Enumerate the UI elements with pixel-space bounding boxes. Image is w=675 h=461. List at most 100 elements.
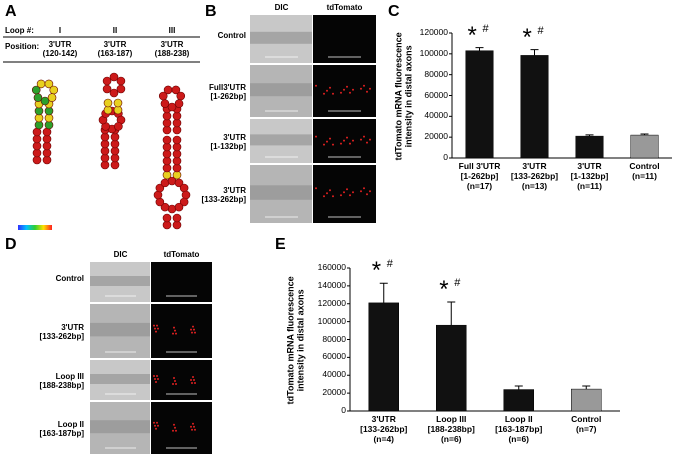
loop-position: 3'UTR (188-238) xyxy=(154,40,190,59)
signal-dot xyxy=(192,325,194,328)
signal-dot xyxy=(174,329,176,332)
axon-band xyxy=(90,276,150,286)
fluorescence-image xyxy=(313,15,376,63)
row-label: Control xyxy=(55,274,84,283)
signal-dot xyxy=(153,421,155,424)
nucleotide xyxy=(44,79,54,89)
loop-number: III xyxy=(168,26,176,35)
signal-dot xyxy=(191,382,193,384)
nucleotide xyxy=(167,204,177,214)
signal-dot xyxy=(323,195,325,198)
row-label: Loop III [188-238bp] xyxy=(39,372,84,391)
signal-dot xyxy=(332,143,334,146)
row-label: 3'UTR [1-132bp] xyxy=(210,133,246,152)
nucleotide xyxy=(174,202,184,212)
signal-dot xyxy=(194,382,196,384)
signal-dot xyxy=(369,87,371,90)
signal-dot xyxy=(173,326,175,329)
y-tick-label: 20000 xyxy=(424,131,448,142)
signal-dot xyxy=(154,327,156,330)
significance-hash: # xyxy=(482,22,489,35)
signal-dot xyxy=(190,425,192,428)
signal-dot xyxy=(323,143,325,146)
signal-dot xyxy=(175,429,177,432)
signal-dot xyxy=(154,424,156,427)
row-header: Loop #: xyxy=(5,26,34,35)
signal-dot xyxy=(369,190,371,193)
signal-dot xyxy=(329,86,331,89)
panel-label: B xyxy=(205,3,217,20)
signal-dot xyxy=(157,424,159,427)
signal-dot xyxy=(346,188,348,191)
y-tick-label: 160000 xyxy=(317,262,346,272)
signal-dot xyxy=(156,421,158,424)
signal-dot xyxy=(315,187,317,190)
signal-dot xyxy=(360,190,362,193)
signal-dot xyxy=(326,89,328,92)
signal-dot xyxy=(173,423,175,426)
nucleotide xyxy=(31,85,41,95)
signal-dot xyxy=(194,331,196,334)
nucleotide xyxy=(179,197,189,207)
row-label: 3'UTR [133-262bp] xyxy=(201,186,246,205)
nucleotide xyxy=(163,85,173,95)
signal-dot xyxy=(349,91,351,94)
y-tick-label: 40000 xyxy=(322,369,346,380)
signal-dot xyxy=(329,189,331,192)
signal-dot xyxy=(326,140,328,143)
y-tick-label: 100000 xyxy=(419,47,448,58)
nucleotide xyxy=(114,122,123,131)
nucleotide xyxy=(158,91,168,101)
axon-band xyxy=(90,322,150,337)
y-tick-label: 120000 xyxy=(317,297,346,308)
signal-dot xyxy=(349,142,351,145)
bar xyxy=(465,50,494,159)
fluorescence-image xyxy=(313,165,376,223)
signal-dot xyxy=(193,425,195,428)
axon-band xyxy=(90,374,150,384)
nucleotide xyxy=(162,135,172,145)
x-tick-label: Loop II [163-187bp] (n=6) xyxy=(495,414,543,444)
signal-dot xyxy=(153,375,155,377)
row-label: 3'UTR [133-262bp] xyxy=(39,323,84,342)
signal-dot xyxy=(174,426,176,429)
loop-number: I xyxy=(58,26,62,35)
row-header: Position: xyxy=(5,42,40,51)
nucleotide xyxy=(155,197,165,207)
y-tick-label: 140000 xyxy=(317,279,346,290)
error-bar xyxy=(379,282,388,303)
error-bar xyxy=(530,49,539,56)
nucleotide xyxy=(36,79,46,89)
signal-dot xyxy=(332,195,334,198)
signal-dot xyxy=(155,427,157,430)
signal-dot xyxy=(343,139,345,142)
nucleotide xyxy=(174,178,184,188)
nucleotide xyxy=(103,98,113,108)
nucleotide xyxy=(160,99,170,108)
signal-dot xyxy=(343,88,345,91)
signal-dot xyxy=(326,192,328,195)
axon-band xyxy=(250,83,312,97)
signal-dot xyxy=(340,91,342,94)
significance-star: * xyxy=(467,21,477,49)
nucleotide xyxy=(109,72,119,82)
nucleotide xyxy=(155,183,165,193)
signal-dot xyxy=(366,90,368,93)
column-header: DIC xyxy=(274,3,289,12)
signal-dot xyxy=(193,328,195,331)
nucleotide xyxy=(116,84,126,94)
y-tick-label: 80000 xyxy=(322,333,346,344)
signal-dot xyxy=(155,330,157,333)
signal-dot xyxy=(369,138,371,141)
nucleotide xyxy=(172,213,182,223)
x-tick-label: Control (n=11) xyxy=(629,161,660,181)
signal-dot xyxy=(191,331,193,334)
bar xyxy=(436,324,467,412)
x-tick-label: Loop III [188-238bp] (n=6) xyxy=(427,414,475,444)
loop-position: 3'UTR (163-187) xyxy=(97,40,133,59)
axon-band xyxy=(250,134,312,146)
signal-dot xyxy=(191,428,193,431)
signal-dot xyxy=(190,379,192,381)
y-tick-label: 80000 xyxy=(424,68,448,79)
